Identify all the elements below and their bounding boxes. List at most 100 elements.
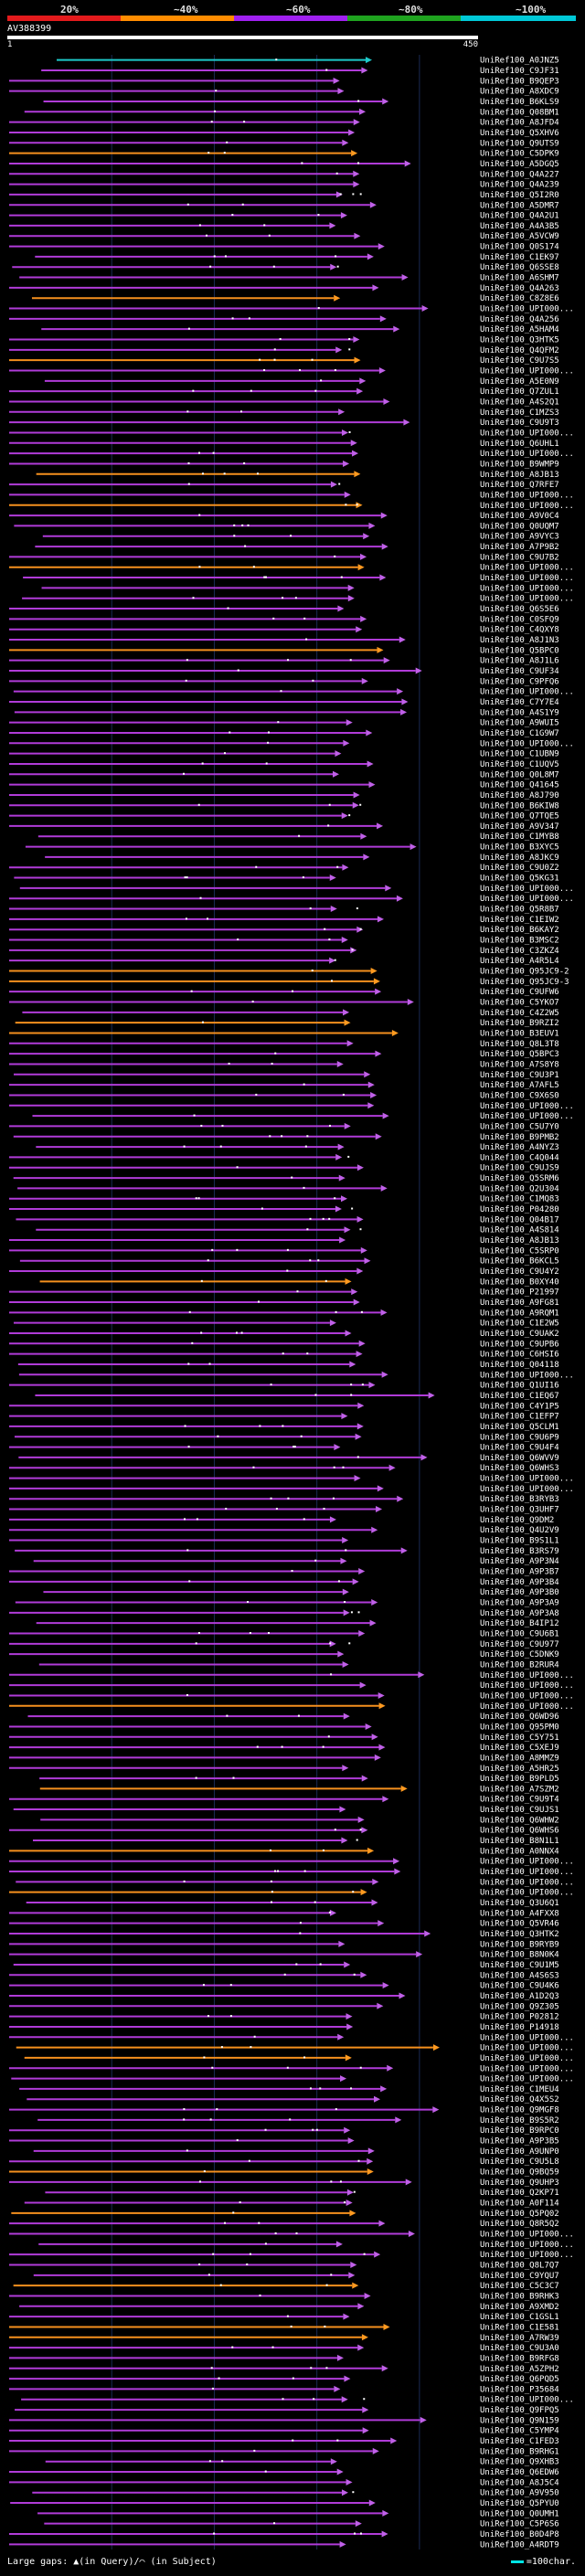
- hit-row[interactable]: UniRef100_B0XY40: [39, 1277, 559, 1287]
- hit-row[interactable]: UniRef100_C4Y1P5: [9, 1402, 559, 1411]
- hit-label[interactable]: UniRef100_B3RYB3: [480, 1495, 559, 1504]
- hit-label[interactable]: UniRef100_C9U4K6: [480, 1982, 559, 1991]
- hit-label[interactable]: UniRef100_C1G9W7: [480, 729, 559, 738]
- hit-row[interactable]: UniRef100_Q4A227: [9, 170, 559, 179]
- hit-label[interactable]: UniRef100_C1EQ67: [480, 1392, 559, 1401]
- hit-row[interactable]: UniRef100_B6KAY2: [9, 926, 559, 935]
- hit-row[interactable]: UniRef100_Q7TQE5: [9, 812, 559, 822]
- hit-row[interactable]: UniRef100_Q3HTK5: [9, 336, 559, 345]
- hit-row[interactable]: UniRef100_A4A3B5: [9, 222, 559, 231]
- hit-label[interactable]: UniRef100_C4QXY8: [480, 626, 559, 635]
- hit-label[interactable]: UniRef100_UPI000...: [480, 564, 574, 573]
- hit-row[interactable]: UniRef100_A4S2Q1: [9, 398, 559, 407]
- hit-row[interactable]: UniRef100_A0F114: [24, 2200, 559, 2209]
- hit-label[interactable]: UniRef100_B8N1L1: [480, 1837, 559, 1846]
- hit-row[interactable]: UniRef100_A4S1Y9: [14, 708, 559, 717]
- hit-row[interactable]: UniRef100_C1MYB8: [37, 832, 559, 842]
- hit-label[interactable]: UniRef100_C9U6B1: [480, 1629, 559, 1638]
- hit-label[interactable]: UniRef100_A7P9B2: [480, 543, 559, 552]
- hit-label[interactable]: UniRef100_UPI000...: [480, 1889, 574, 1898]
- hit-label[interactable]: UniRef100_Q2KP71: [480, 2189, 559, 2198]
- hit-row[interactable]: UniRef100_C1E2W5: [13, 1320, 559, 1329]
- hit-label[interactable]: UniRef100_C4Z2W5: [480, 1009, 559, 1018]
- hit-label[interactable]: UniRef100_Q6WVV9: [480, 1454, 559, 1463]
- hit-label[interactable]: UniRef100_Q95PM0: [480, 1723, 559, 1732]
- hit-row[interactable]: UniRef100_Q2U304: [17, 1184, 559, 1193]
- hit-label[interactable]: UniRef100_P14918: [480, 2023, 559, 2032]
- hit-row[interactable]: UniRef100_C7Y7E4: [9, 698, 559, 707]
- hit-label[interactable]: UniRef100_A9UNP0: [480, 2147, 559, 2157]
- hit-label[interactable]: UniRef100_B9S5R2: [480, 2116, 559, 2125]
- hit-row[interactable]: UniRef100_Q9DM2: [9, 1516, 554, 1525]
- hit-label[interactable]: UniRef100_C5YKO7: [480, 998, 559, 1007]
- hit-label[interactable]: UniRef100_A4FXX8: [480, 1909, 559, 1918]
- hit-row[interactable]: UniRef100_C9UFW6: [9, 988, 559, 997]
- hit-row[interactable]: UniRef100_Q4A2U1: [9, 212, 559, 221]
- hit-label[interactable]: UniRef100_C9UPB6: [480, 1340, 559, 1349]
- hit-label[interactable]: UniRef100_C1E581: [480, 2323, 559, 2332]
- hit-row[interactable]: UniRef100_Q1UI16: [9, 1382, 559, 1391]
- hit-row[interactable]: UniRef100_C9UAK2: [9, 1330, 559, 1339]
- hit-label[interactable]: UniRef100_A8MMZ9: [480, 1754, 559, 1763]
- hit-label[interactable]: UniRef100_Q8L3T8: [480, 1040, 559, 1049]
- hit-row[interactable]: UniRef100_UPI000...: [9, 2033, 574, 2042]
- hit-label[interactable]: UniRef100_UPI000...: [480, 1878, 574, 1887]
- hit-row[interactable]: UniRef100_UPI000...: [9, 1691, 574, 1701]
- hit-row[interactable]: UniRef100_C1EFP7: [9, 1413, 559, 1422]
- hit-label[interactable]: UniRef100_UPI000...: [480, 2044, 574, 2053]
- hit-row[interactable]: UniRef100_C9U5L8: [9, 2157, 559, 2167]
- hit-row[interactable]: UniRef100_A8JKC9: [45, 853, 559, 863]
- hit-label[interactable]: UniRef100_A9RQM1: [480, 1309, 559, 1318]
- hit-label[interactable]: UniRef100_A9XMD2: [480, 2303, 559, 2312]
- hit-label[interactable]: UniRef100_C9JF31: [480, 67, 559, 76]
- hit-label[interactable]: UniRef100_C9YQU7: [480, 2272, 559, 2281]
- hit-label[interactable]: UniRef100_B0XY40: [480, 1277, 559, 1287]
- hit-row[interactable]: UniRef100_Q95JC9-3: [9, 978, 569, 987]
- hit-label[interactable]: UniRef100_A8JKC9: [480, 853, 559, 863]
- hit-row[interactable]: UniRef100_A9FG81: [9, 1299, 559, 1308]
- hit-label[interactable]: UniRef100_A9FG81: [480, 1299, 559, 1308]
- hit-row[interactable]: UniRef100_UPI000...: [9, 1868, 574, 1877]
- hit-label[interactable]: UniRef100_UPI000...: [480, 491, 574, 500]
- hit-label[interactable]: UniRef100_A7SZM2: [480, 1785, 559, 1794]
- hit-label[interactable]: UniRef100_B9S1L1: [480, 1537, 559, 1546]
- hit-label[interactable]: UniRef100_B9PLD5: [480, 1775, 559, 1784]
- hit-label[interactable]: UniRef100_A9P3A8: [480, 1609, 559, 1618]
- hit-label[interactable]: UniRef100_Q1UI16: [480, 1382, 559, 1391]
- hit-label[interactable]: UniRef100_C9U3A0: [480, 2344, 559, 2353]
- hit-label[interactable]: UniRef100_P02812: [480, 2013, 559, 2022]
- hit-row[interactable]: UniRef100_A7RW39: [9, 2334, 559, 2343]
- hit-row[interactable]: UniRef100_Q6WHS6: [9, 1827, 559, 1836]
- hit-row[interactable]: UniRef100_C9U4F4: [9, 1444, 559, 1453]
- hit-row[interactable]: UniRef100_C9U7S5: [9, 356, 559, 366]
- hit-row[interactable]: UniRef100_C9U6B1: [9, 1629, 559, 1638]
- hit-row[interactable]: UniRef100_Q6WVV9: [18, 1454, 559, 1463]
- hit-row[interactable]: UniRef100_Q95JC9-2: [9, 968, 569, 977]
- hit-row[interactable]: UniRef100_C9PFQ6: [9, 677, 559, 686]
- hit-label[interactable]: UniRef100_Q5R8B7: [480, 906, 559, 915]
- hit-row[interactable]: UniRef100_Q4A263: [9, 284, 559, 293]
- hit-label[interactable]: UniRef100_Q9Z305: [480, 2002, 559, 2011]
- hit-row[interactable]: UniRef100_UPI000...: [11, 2075, 574, 2084]
- hit-label[interactable]: UniRef100_A5HAM4: [480, 325, 559, 334]
- hit-label[interactable]: UniRef100_A4S6S3: [480, 1971, 559, 1980]
- hit-label[interactable]: UniRef100_A4RDT9: [480, 2540, 559, 2549]
- hit-row[interactable]: UniRef100_A9P3A8: [9, 1609, 559, 1618]
- hit-row[interactable]: UniRef100_C1UBN9: [9, 750, 559, 759]
- hit-row[interactable]: UniRef100_B3XYC5: [25, 843, 559, 853]
- hit-row[interactable]: UniRef100_Q9Z305: [9, 2002, 559, 2011]
- hit-label[interactable]: UniRef100_Q6WHS3: [480, 1464, 559, 1473]
- hit-row[interactable]: UniRef100_Q6PQD5: [9, 2375, 559, 2384]
- hit-row[interactable]: UniRef100_Q5KG31: [14, 875, 559, 884]
- hit-row[interactable]: UniRef100_A9P3B0: [43, 1588, 559, 1597]
- hit-label[interactable]: UniRef100_UPI000...: [480, 502, 574, 511]
- hit-row[interactable]: UniRef100_C6HSI6: [9, 1351, 559, 1360]
- hit-label[interactable]: UniRef100_B6KAY2: [480, 926, 559, 935]
- hit-row[interactable]: UniRef100_B9RFG8: [9, 2354, 559, 2363]
- hit-row[interactable]: UniRef100_Q95PM0: [9, 1723, 559, 1732]
- hit-row[interactable]: UniRef100_Q5R8B7: [9, 906, 559, 915]
- hit-label[interactable]: UniRef100_UPI000...: [480, 1485, 574, 1494]
- hit-row[interactable]: UniRef100_UPI000...: [9, 1702, 574, 1712]
- hit-label[interactable]: UniRef100_B9RHK3: [480, 2292, 559, 2301]
- hit-label[interactable]: UniRef100_Q5PYU0: [480, 2499, 559, 2508]
